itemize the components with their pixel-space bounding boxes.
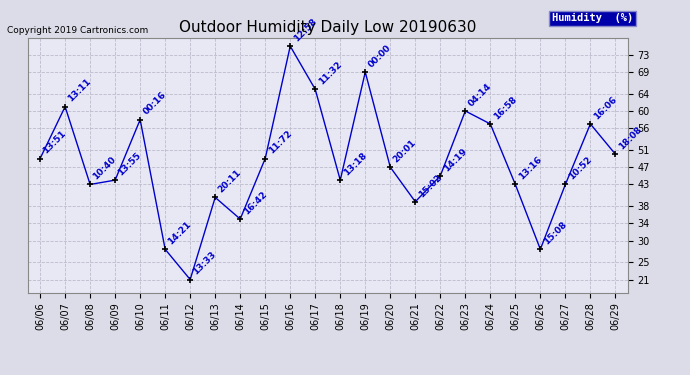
Text: 04:14: 04:14 <box>466 81 493 108</box>
Text: 20:01: 20:01 <box>392 138 418 164</box>
Text: 16:42: 16:42 <box>241 189 268 216</box>
Text: Copyright 2019 Cartronics.com: Copyright 2019 Cartronics.com <box>7 26 148 35</box>
Title: Outdoor Humidity Daily Low 20190630: Outdoor Humidity Daily Low 20190630 <box>179 20 476 35</box>
Text: 10:52: 10:52 <box>566 155 593 182</box>
Text: 20:11: 20:11 <box>217 168 243 195</box>
Text: 00:00: 00:00 <box>366 43 393 69</box>
Text: 15:02: 15:02 <box>417 172 443 199</box>
Text: 15:08: 15:08 <box>542 220 569 246</box>
Text: 11:72: 11:72 <box>266 129 293 156</box>
Text: 00:16: 00:16 <box>141 90 168 117</box>
Text: 10:40: 10:40 <box>92 155 118 182</box>
Text: 11:32: 11:32 <box>317 60 343 87</box>
Text: 13:55: 13:55 <box>117 151 143 177</box>
Text: 13:33: 13:33 <box>192 250 218 277</box>
Text: Humidity  (%): Humidity (%) <box>552 13 633 23</box>
Text: 13:51: 13:51 <box>41 129 68 156</box>
Text: 13:18: 13:18 <box>342 151 368 177</box>
Text: 13:11: 13:11 <box>66 77 93 104</box>
Text: 16:58: 16:58 <box>492 94 518 121</box>
Text: 13:16: 13:16 <box>517 155 543 182</box>
Text: 14:21: 14:21 <box>166 220 193 246</box>
Text: 16:06: 16:06 <box>592 94 618 121</box>
Text: 14:19: 14:19 <box>442 146 469 173</box>
Text: 18:08: 18:08 <box>617 125 643 152</box>
Text: 12:58: 12:58 <box>292 17 318 44</box>
